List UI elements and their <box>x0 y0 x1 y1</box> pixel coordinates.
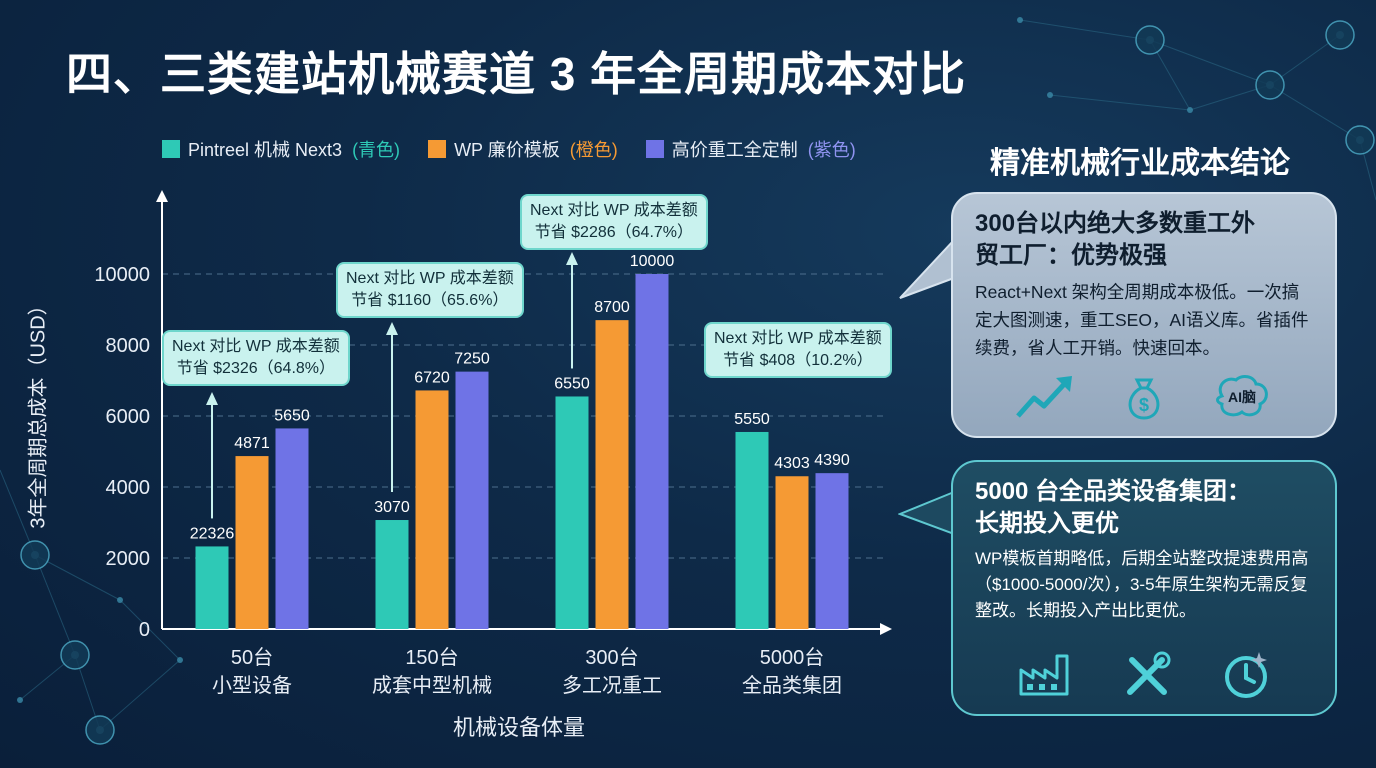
legend-item-next: Pintreel 机械 Next3 (青色) <box>162 136 400 162</box>
bar <box>415 390 449 629</box>
legend-note-next: (青色) <box>352 140 401 160</box>
money-bag-icon: $ <box>1128 378 1160 420</box>
x-axis-label: 机械设备体量 <box>453 715 586 740</box>
callout-title: Next 对比 WP 成本差额 <box>530 202 698 219</box>
clock-icon <box>1224 652 1267 698</box>
panel-1-text: React+Next 架构全周期成本极低。一次搞定大图测速，重工SEO，AI语义… <box>975 282 1309 358</box>
y-axis-label: 3年全周期总成本（USD） <box>27 295 50 529</box>
savings-arrow-head <box>386 322 398 335</box>
y-tick-label: 4000 <box>106 477 151 499</box>
bar-value-label: 7250 <box>454 351 490 368</box>
bar-value-label: 6550 <box>554 375 590 392</box>
panel-1-heading-line2: 贸工厂：优势极强 <box>975 242 1167 269</box>
bar <box>555 396 589 629</box>
bar <box>595 320 629 629</box>
legend-note-custom: (紫色) <box>807 140 856 160</box>
x-tick-sublabel: 成套中型机械 <box>372 674 492 697</box>
callout-title: Next 对比 WP 成本差额 <box>714 330 882 347</box>
bar <box>735 431 769 629</box>
x-tick-sublabel: 全品类集团 <box>742 674 842 697</box>
conclusion-panel-small: 300台以内绝大多数重工外 贸工厂：优势极强 React+Next 架构全周期成… <box>951 192 1337 438</box>
savings-callout-300: Next 对比 WP 成本差额 节省 $2286（64.7%） <box>520 194 708 250</box>
x-tick-label: 300台 <box>585 646 638 669</box>
y-tick-label: 0 <box>139 619 150 641</box>
bar <box>195 546 229 629</box>
callout-value: 节省 $2326（64.8%） <box>176 360 336 377</box>
callout-title: Next 对比 WP 成本差额 <box>346 270 514 287</box>
legend-label-custom: 高价重工全定制 <box>671 140 798 160</box>
bar-value-label: 22326 <box>190 525 235 542</box>
savings-callout-150: Next 对比 WP 成本差额 节省 $1160（65.6%） <box>336 262 524 318</box>
panel-2-icons <box>953 650 1335 700</box>
bar-value-label: 3070 <box>374 499 410 516</box>
bar <box>275 428 309 629</box>
savings-callout-50: Next 对比 WP 成本差额 节省 $2326（64.8%） <box>162 330 350 386</box>
bar-value-label: 8700 <box>594 299 630 316</box>
factory-icon <box>1019 654 1069 696</box>
page-title: 四、三类建站机械赛道 3 年全周期成本对比 <box>66 48 967 100</box>
savings-callout-5000: Next 对比 WP 成本差额 节省 $408（10.2%） <box>704 322 892 378</box>
legend-swatch-wp <box>428 140 447 158</box>
bar <box>635 274 669 629</box>
bar-value-label: 4390 <box>814 452 850 469</box>
bar <box>235 456 269 629</box>
legend-label-wp: WP 廉价模板 <box>454 140 560 160</box>
callout-value: 节省 $1160（65.6%） <box>351 292 509 309</box>
legend-label-next: Pintreel 机械 Next3 <box>188 140 343 160</box>
x-tick-label: 150台 <box>405 646 458 669</box>
panel-2-text: WP模板首期略低，后期全站整改提速费用高（$1000-5000/次），3-5年原… <box>975 549 1309 620</box>
bar <box>775 476 809 629</box>
bar <box>815 473 849 629</box>
tools-icon <box>1126 651 1171 695</box>
x-tick-sublabel: 小型设备 <box>212 674 292 697</box>
panel-2-heading-line1: 5000 台全品类设备集团： <box>975 478 1252 505</box>
conclusion-title: 精准机械行业成本结论 <box>990 147 1290 180</box>
bar-value-label: 5550 <box>734 411 770 428</box>
legend-item-custom: 高价重工全定制 (紫色) <box>645 136 856 162</box>
bar <box>455 371 489 629</box>
y-tick-label: 6000 <box>106 406 151 428</box>
y-tick-label: 2000 <box>106 548 151 570</box>
callout-title: Next 对比 WP 成本差额 <box>172 338 340 355</box>
panel-2-heading: 5000 台全品类设备集团： 长期投入更优 <box>975 476 1313 540</box>
y-axis-arrow <box>156 190 168 202</box>
ai-brain-icon: AI脑 <box>1216 375 1269 417</box>
bar-value-label: 4303 <box>774 455 810 472</box>
bar-value-label: 6720 <box>414 369 450 386</box>
savings-arrow-head <box>566 252 578 265</box>
panel-2-heading-line2: 长期投入更优 <box>975 510 1119 537</box>
legend-item-wp: WP 廉价模板 (橙色) <box>428 136 618 162</box>
svg-text:$: $ <box>1139 395 1149 415</box>
panel-1-heading-line1: 300台以内绝大多数重工外 <box>975 210 1256 237</box>
x-axis-arrow <box>880 623 892 635</box>
panel-1-tail <box>899 238 955 299</box>
bar-value-label: 10000 <box>630 253 675 270</box>
bar-chart: 0 2000 4000 6000 8000 10000 22326 3070 6550 5550 4… <box>94 190 892 697</box>
callout-value: 节省 $2286（64.7%） <box>534 224 694 241</box>
x-tick-label: 5000台 <box>760 646 825 669</box>
panel-1-icons: $ AI脑 <box>953 372 1335 422</box>
bar-value-label: 5650 <box>274 407 310 424</box>
chart-legend: Pintreel 机械 Next3 (青色) WP 廉价模板 (橙色) 高价重工… <box>162 136 856 162</box>
legend-swatch-next <box>162 140 180 158</box>
x-tick-label: 50台 <box>231 646 273 669</box>
bar <box>375 520 409 629</box>
trend-up-icon <box>1015 376 1072 418</box>
ai-brain-label: AI脑 <box>1228 389 1256 405</box>
savings-arrow-head <box>206 392 218 405</box>
bar-value-label: 4871 <box>234 435 270 452</box>
conclusion-panel-large: 5000 台全品类设备集团： 长期投入更优 WP模板首期略低，后期全站整改提速费… <box>951 460 1337 716</box>
x-tick-sublabel: 多工况重工 <box>562 674 662 697</box>
y-tick-label: 8000 <box>106 335 151 357</box>
legend-swatch-custom <box>645 140 664 158</box>
legend-note-wp: (橙色) <box>569 140 618 160</box>
panel-2-tail <box>898 490 955 536</box>
y-tick-label: 10000 <box>94 264 150 286</box>
panel-1-heading: 300台以内绝大多数重工外 贸工厂：优势极强 <box>975 208 1313 272</box>
callout-value: 节省 $408（10.2%） <box>723 352 873 369</box>
